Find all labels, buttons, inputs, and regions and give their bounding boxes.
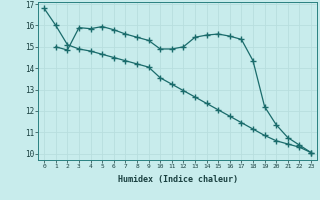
X-axis label: Humidex (Indice chaleur): Humidex (Indice chaleur) bbox=[118, 175, 238, 184]
